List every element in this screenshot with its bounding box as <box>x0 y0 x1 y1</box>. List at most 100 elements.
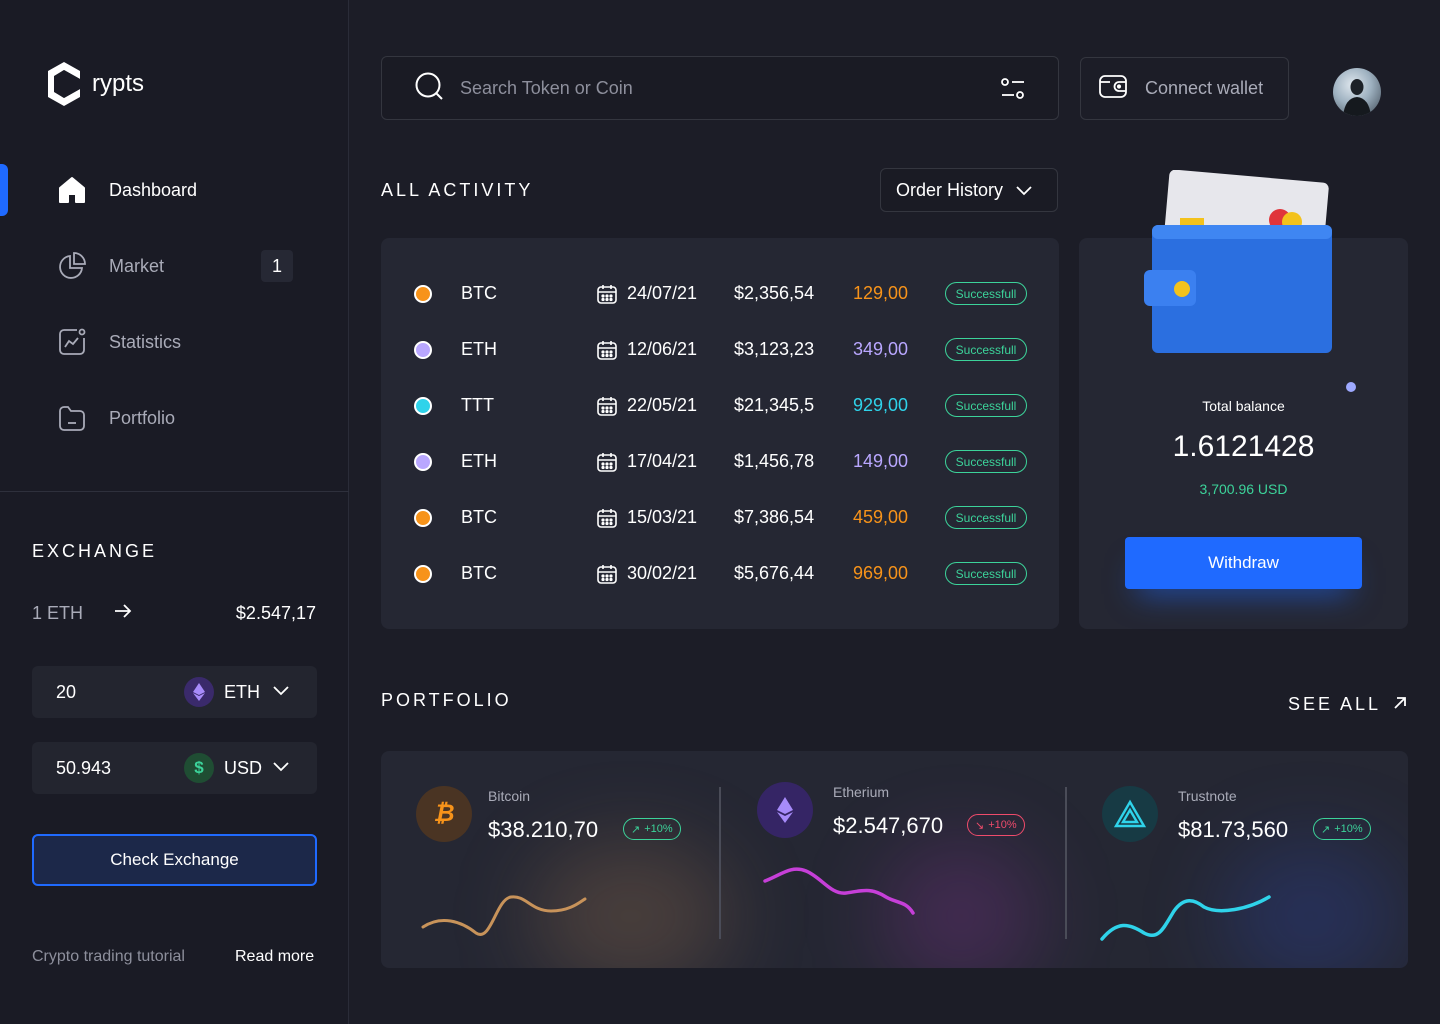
coin-price: $38.210,70 <box>488 817 599 842</box>
see-all-label: SEE ALL <box>1288 694 1382 714</box>
ethereum-icon <box>184 677 214 707</box>
check-exchange-button[interactable]: Check Exchange <box>32 834 317 886</box>
calendar-icon <box>596 507 618 534</box>
change-badge: ↘ +10% <box>967 814 1025 836</box>
coin-name: Trustnote <box>1178 788 1237 804</box>
active-nav-indicator <box>0 164 8 216</box>
transaction-quantity: 129,00 <box>853 283 909 303</box>
wallet-illustration <box>1144 170 1332 353</box>
transaction-quantity: 349,00 <box>853 339 909 359</box>
coin-dot <box>414 285 432 303</box>
read-more-link[interactable]: Read more <box>235 948 315 965</box>
transaction-amount: $7,386,54 <box>734 507 815 527</box>
bitcoin-icon: ₿ <box>416 786 472 842</box>
sidebar-item-dashboard[interactable]: Dashboard <box>56 170 296 210</box>
calendar-icon <box>596 339 618 366</box>
arrow-right-icon <box>113 603 133 624</box>
coin-dot <box>414 509 432 527</box>
total-balance-label: Total balance <box>1202 398 1285 414</box>
see-all-link[interactable]: SEE ALL <box>1288 694 1407 715</box>
exchange-usd-field[interactable]: 50.943 $ USD <box>32 742 317 794</box>
chevron-down-icon[interactable] <box>272 683 290 701</box>
chevron-down-icon[interactable] <box>272 759 290 777</box>
pie-chart-icon <box>56 250 88 282</box>
usd-amount[interactable]: 50.943 <box>56 757 112 778</box>
coin-dot <box>414 565 432 583</box>
table-row[interactable]: BTC 15/03/21 $7,386,54 459,00 Successfull <box>414 502 1034 534</box>
transaction-amount: $2,356,54 <box>734 283 815 303</box>
search-bar[interactable] <box>381 56 1059 120</box>
sidebar-divider <box>0 491 349 492</box>
total-balance-value: 1.6121428 <box>1172 430 1315 463</box>
arrow-up-icon: ↗ <box>1321 823 1331 836</box>
transaction-quantity: 149,00 <box>853 451 909 471</box>
sidebar-item-label: Statistics <box>109 331 182 352</box>
brand-name: rypts <box>92 70 145 97</box>
trustnote-sparkline <box>1100 895 1271 941</box>
coin-symbol: ETH <box>461 451 497 471</box>
order-history-label: Order History <box>896 179 1004 200</box>
brand-logo[interactable]: rypts <box>46 60 144 108</box>
eth-currency: ETH <box>224 681 260 702</box>
portfolio-title: PORTFOLIO <box>381 690 512 710</box>
order-history-dropdown[interactable]: Order History <box>880 168 1058 212</box>
filter-icon[interactable] <box>1000 77 1026 106</box>
coin-symbol: ETH <box>461 339 497 359</box>
home-icon <box>56 174 88 206</box>
dollar-icon: $ <box>184 753 214 783</box>
change-value: +10% <box>644 823 673 835</box>
decorative-dot <box>1346 382 1356 392</box>
status-badge: Successfull <box>945 450 1027 473</box>
status-badge: Successfull <box>945 506 1027 529</box>
change-badge: ↗ +10% <box>1313 818 1371 840</box>
coin-name: Bitcoin <box>488 788 531 804</box>
user-avatar[interactable] <box>1333 68 1381 116</box>
transaction-date: 22/05/21 <box>627 395 698 415</box>
ethereum-icon <box>757 782 813 838</box>
transaction-amount: $5,676,44 <box>734 563 815 583</box>
statistics-icon <box>56 326 88 358</box>
sidebar-item-market[interactable]: Market 1 <box>56 246 296 286</box>
table-row[interactable]: BTC 30/02/21 $5,676,44 969,00 Successfull <box>414 558 1034 590</box>
arrow-up-right-icon <box>1393 694 1407 715</box>
wallet-icon <box>1098 71 1128 106</box>
calendar-icon <box>596 563 618 590</box>
activity-table: BTC 24/07/21 $2,356,54 129,00 Successfull ETH… <box>381 238 1059 629</box>
table-row[interactable]: TTT 22/05/21 $21,345,5 929,00 Successfull <box>414 390 1034 422</box>
status-badge: Successfull <box>945 394 1027 417</box>
sidebar-item-statistics[interactable]: Statistics <box>56 322 296 362</box>
table-row[interactable]: ETH 17/04/21 $1,456,78 149,00 Successfull <box>414 446 1034 478</box>
change-value: +10% <box>1334 823 1363 835</box>
table-row[interactable]: BTC 24/07/21 $2,356,54 129,00 Successfull <box>414 278 1034 310</box>
coin-symbol: BTC <box>461 507 497 527</box>
eth-amount[interactable]: 20 <box>56 681 77 702</box>
transaction-amount: $21,345,5 <box>734 395 815 415</box>
coin-dot <box>414 341 432 359</box>
arrow-up-icon: ↗ <box>631 823 641 836</box>
folder-icon <box>56 402 88 434</box>
sidebar-item-label: Portfolio <box>109 407 176 428</box>
withdraw-button[interactable]: Withdraw <box>1125 537 1362 589</box>
calendar-icon <box>596 395 618 422</box>
status-badge: Successfull <box>945 282 1027 305</box>
coin-symbol: BTC <box>461 283 497 303</box>
tutorial-label: Crypto trading tutorial <box>32 948 185 965</box>
sidebar-item-label: Dashboard <box>109 179 198 200</box>
transaction-quantity: 929,00 <box>853 395 909 415</box>
market-count-badge: 1 <box>261 250 293 282</box>
exchange-to: $2.547,17 <box>235 603 316 623</box>
transaction-date: 15/03/21 <box>627 507 698 527</box>
change-value: +10% <box>988 819 1017 831</box>
search-input[interactable] <box>460 77 980 99</box>
calendar-icon <box>596 283 618 310</box>
exchange-eth-field[interactable]: 20 ETH <box>32 666 317 718</box>
exchange-from: 1 ETH <box>32 603 84 623</box>
status-badge: Successfull <box>945 338 1027 361</box>
table-row[interactable]: ETH 12/06/21 $3,123,23 349,00 Successfull <box>414 334 1034 366</box>
transaction-date: 30/02/21 <box>627 563 698 583</box>
sidebar-item-portfolio[interactable]: Portfolio <box>56 398 296 438</box>
bitcoin-sparkline <box>421 895 587 936</box>
arrow-down-icon: ↘ <box>975 819 985 832</box>
connect-wallet-button[interactable]: Connect wallet <box>1080 57 1289 120</box>
trustnote-icon <box>1102 786 1158 842</box>
